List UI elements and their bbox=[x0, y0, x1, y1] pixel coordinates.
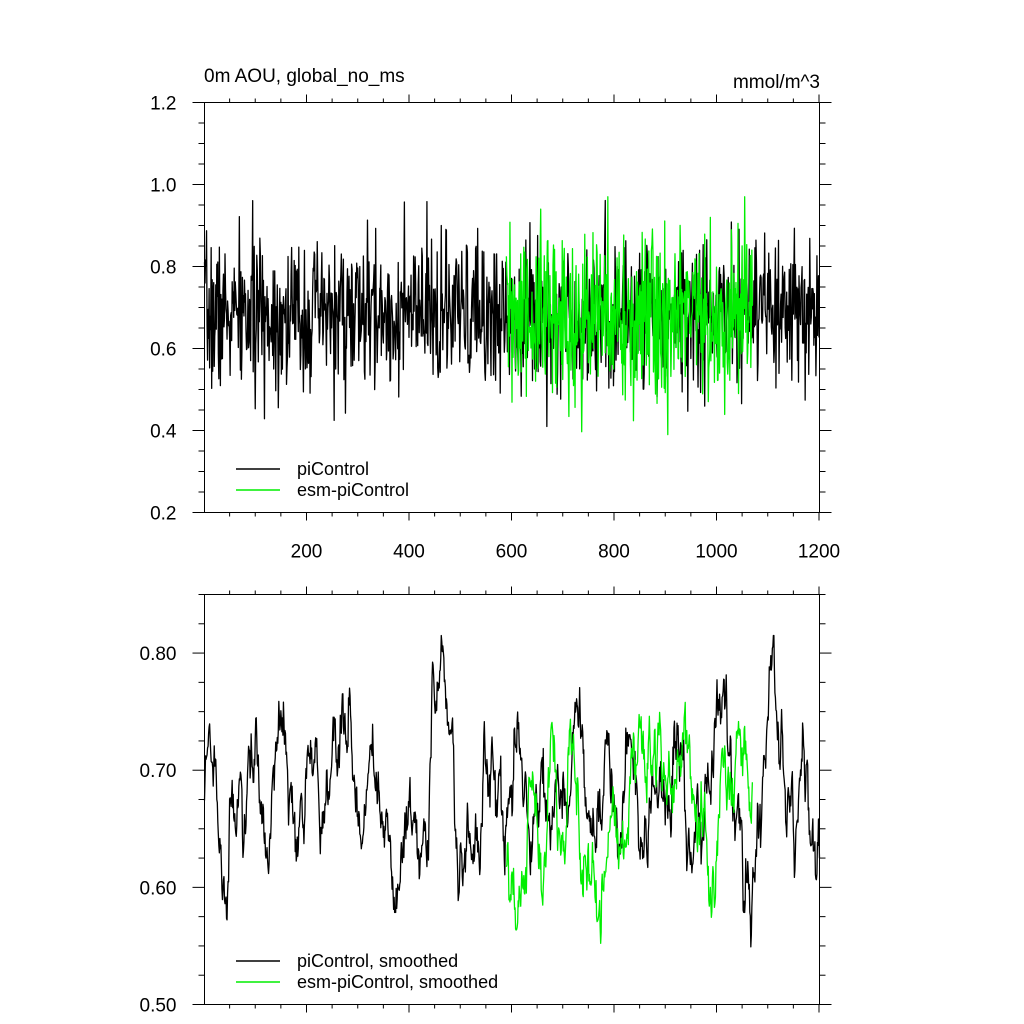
x-tick-label: 1000 bbox=[695, 542, 737, 563]
x-tick-label: 1200 bbox=[798, 542, 840, 563]
y-tick-label: 0.50 bbox=[140, 996, 177, 1017]
y-tick-label: 1.0 bbox=[150, 176, 176, 197]
x-tick-label: 400 bbox=[393, 542, 425, 563]
legend-label-picontrol: piControl bbox=[297, 459, 369, 479]
chart-title: 0m AOU, global_no_ms bbox=[204, 66, 405, 87]
bottom-axis-ticks: 0.50 0.60 0.70 0.80 bbox=[140, 586, 832, 1017]
bottom-panel: 0.50 0.60 0.70 0.80 piControl, smoothed esm… bbox=[140, 586, 832, 1017]
units-label: mmol/m^3 bbox=[733, 72, 820, 93]
series-line-picontrol-smoothed bbox=[203, 634, 821, 948]
x-tick-label: 800 bbox=[598, 542, 630, 563]
y-tick-label: 1.2 bbox=[150, 94, 176, 115]
series-line-esm-picontrol-smoothed bbox=[505, 701, 754, 944]
y-tick-label: 0.60 bbox=[140, 878, 177, 899]
top-legend: piControl esm-piControl bbox=[236, 459, 409, 500]
top-plot-frame bbox=[204, 102, 820, 513]
y-tick-label: 0.6 bbox=[150, 340, 176, 361]
legend-label-esm-picontrol: esm-piControl bbox=[297, 480, 409, 500]
x-tick-label: 200 bbox=[291, 542, 323, 563]
y-tick-label: 0.2 bbox=[150, 504, 176, 525]
y-tick-label: 0.80 bbox=[140, 644, 177, 665]
y-tick-label: 0.70 bbox=[140, 761, 177, 782]
bottom-plot-frame bbox=[204, 594, 820, 1005]
bottom-series-group bbox=[203, 634, 821, 948]
bottom-legend: piControl, smoothed esm-piControl, smoot… bbox=[236, 951, 498, 992]
x-tick-label: 600 bbox=[496, 542, 528, 563]
legend-label-esm-picontrol-smoothed: esm-piControl, smoothed bbox=[297, 972, 498, 992]
series-line-esm-picontrol bbox=[505, 196, 754, 436]
legend-label-picontrol-smoothed: piControl, smoothed bbox=[297, 951, 458, 971]
top-panel: 0m AOU, global_no_ms mmol/m^3 200 400 600 8… bbox=[150, 66, 840, 563]
y-tick-label: 0.8 bbox=[150, 258, 176, 279]
top-axis-ticks: 200 400 600 800 1000 1200 0.2 0.4 0.6 0.8 1.0 1.2 bbox=[150, 94, 840, 563]
y-tick-label: 0.4 bbox=[150, 422, 177, 443]
top-series-group bbox=[203, 196, 820, 436]
